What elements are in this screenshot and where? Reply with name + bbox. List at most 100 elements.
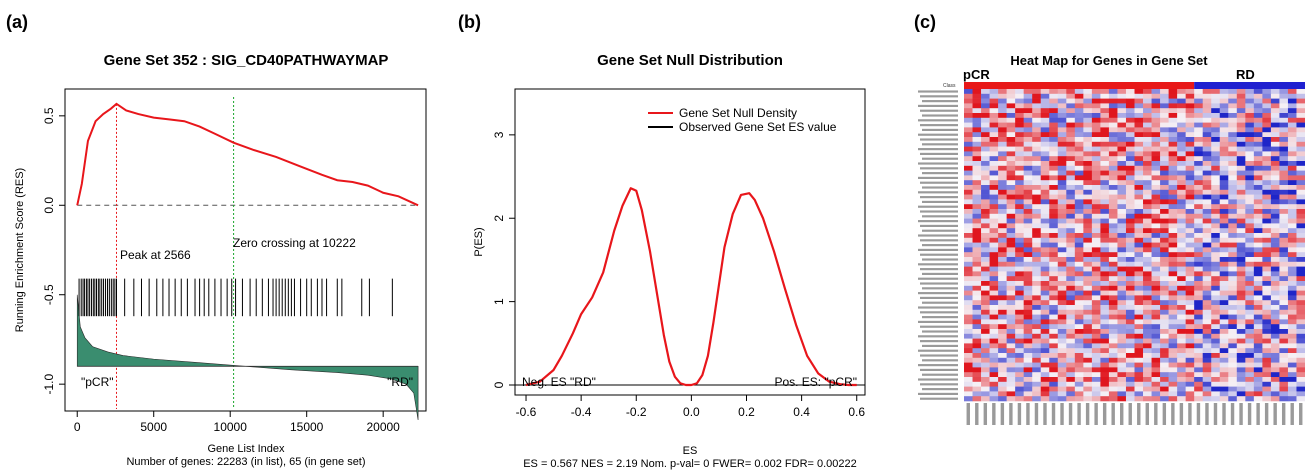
heatmap-cell	[1287, 367, 1297, 373]
heatmap-cell	[1185, 113, 1195, 119]
heatmap-cell	[1219, 189, 1229, 195]
heatmap-cell	[1168, 108, 1178, 114]
heatmap-cell	[1057, 213, 1067, 219]
heatmap-cell	[1211, 290, 1221, 296]
heatmap-cell	[1202, 237, 1212, 243]
heatmap-cell	[1253, 137, 1263, 143]
heatmap-cell	[1074, 386, 1084, 392]
panel-c-title: Heat Map for Genes in Gene Set	[1010, 53, 1208, 68]
heatmap-cell	[1228, 223, 1238, 229]
heatmap-cell	[1194, 228, 1203, 234]
row-label-mark	[918, 191, 958, 194]
heatmap-cell	[1066, 156, 1076, 162]
heatmap-cell	[1091, 377, 1101, 383]
heatmap-cell	[981, 189, 990, 195]
heatmap-cell	[1287, 338, 1297, 344]
heatmap-cell	[1015, 305, 1024, 311]
heatmap-cell	[1236, 165, 1246, 171]
heatmap-cell	[1253, 127, 1263, 133]
heatmap-cell	[998, 396, 1007, 402]
heatmap-cell	[989, 319, 999, 325]
heatmap-cell	[1236, 271, 1246, 277]
heatmap-cell	[1185, 391, 1195, 397]
heatmap-cell	[1032, 113, 1042, 119]
heatmap-cell	[1117, 381, 1127, 387]
heatmap-cell	[1287, 237, 1297, 243]
heatmap-cell	[1236, 266, 1246, 272]
heatmap-cell	[1040, 290, 1050, 296]
heatmap-cell	[989, 185, 999, 191]
heatmap-cell	[1006, 343, 1016, 349]
heatmap-cell	[1134, 141, 1144, 147]
heatmap-cell	[998, 132, 1007, 138]
heatmap-cell	[1219, 281, 1229, 287]
heatmap-cell	[1134, 103, 1144, 109]
heatmap-cell	[1006, 271, 1016, 277]
heatmap-cell	[1143, 242, 1152, 248]
heatmap-cell	[1287, 362, 1297, 368]
heatmap-cell	[1177, 93, 1186, 99]
heatmap-cell	[1177, 127, 1186, 133]
heatmap-cell	[1279, 141, 1289, 147]
heatmap-cell	[1228, 161, 1238, 167]
heatmap-cell	[998, 113, 1007, 119]
heatmap-cell	[1211, 391, 1221, 397]
heatmap-cell	[1040, 151, 1050, 157]
heatmap-cell	[1083, 348, 1093, 354]
heatmap-cell	[1185, 305, 1195, 311]
heatmap-cell	[1262, 391, 1272, 397]
heatmap-cell	[1160, 113, 1169, 119]
heatmap-cell	[1057, 295, 1067, 301]
heatmap-cell	[1262, 209, 1272, 215]
heatmap-cell	[1049, 146, 1059, 152]
heatmap-cell	[1185, 122, 1195, 128]
heatmap-cell	[1151, 199, 1161, 205]
heatmap-cell	[1125, 185, 1135, 191]
heatmap-cell	[964, 300, 973, 306]
heatmap-cell	[1006, 137, 1016, 143]
heatmap-cell	[972, 146, 982, 152]
heatmap-cell	[1228, 252, 1238, 258]
heatmap-cell	[1228, 329, 1238, 335]
heatmap-cell	[1177, 194, 1186, 200]
heatmap-cell	[1125, 300, 1135, 306]
heatmap-cell	[1015, 113, 1024, 119]
ranked-metric-area	[76, 294, 419, 420]
heatmap-cell	[1219, 89, 1229, 95]
heatmap-cell	[1219, 357, 1229, 363]
heatmap-cell	[1040, 305, 1050, 311]
heatmap-cell	[1040, 391, 1050, 397]
heatmap-cell	[1006, 338, 1016, 344]
heatmap-cell	[1074, 305, 1084, 311]
heatmap-cell	[1185, 314, 1195, 320]
heatmap-cell	[1177, 189, 1186, 195]
class-bar-rd	[1194, 82, 1305, 89]
heatmap-cell	[1287, 137, 1297, 143]
heatmap-cell	[1023, 324, 1033, 330]
heatmap-cell	[1049, 247, 1059, 253]
heatmap-cell	[972, 290, 982, 296]
heatmap-cell	[1091, 362, 1101, 368]
heatmap-cell	[1015, 348, 1024, 354]
heatmap-cell	[1091, 329, 1101, 335]
heatmap-cell	[981, 266, 990, 272]
heatmap-cell	[1117, 194, 1127, 200]
x-tick-label: 0	[74, 420, 81, 434]
heatmap-cell	[972, 127, 982, 133]
heatmap-cell	[1211, 338, 1221, 344]
heatmap-cell	[1057, 93, 1067, 99]
heatmap-cell	[972, 257, 982, 263]
heatmap-cell	[1202, 213, 1212, 219]
heatmap-cell	[1040, 357, 1050, 363]
heatmap-cell	[1117, 156, 1127, 162]
heatmap-cell	[1228, 391, 1238, 397]
heatmap-cell	[1296, 381, 1305, 387]
heatmap-cell	[1296, 117, 1305, 123]
heatmap-cell	[1143, 213, 1152, 219]
heatmap-cell	[972, 319, 982, 325]
heatmap-cell	[1262, 319, 1272, 325]
heatmap-cell	[1177, 324, 1186, 330]
heatmap-cell	[1202, 391, 1212, 397]
heatmap-cell	[1023, 213, 1033, 219]
panel-b-xlabel: ES	[683, 445, 698, 457]
